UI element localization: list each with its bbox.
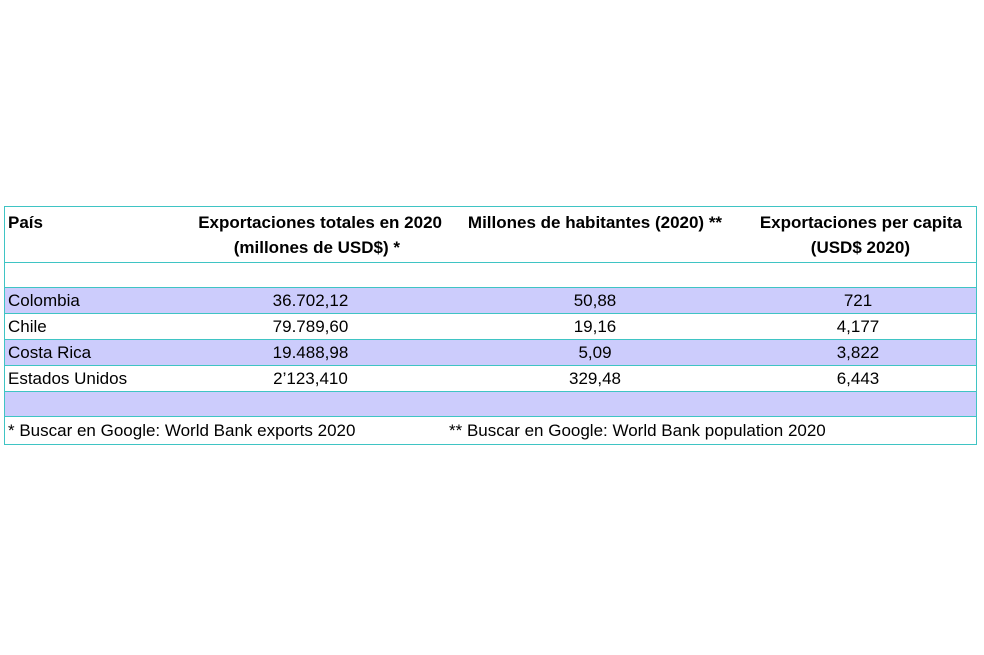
table-row: Estados Unidos 2’123,410 329,48 6,443 (5, 366, 976, 392)
cell-percapita: 3,822 (836, 343, 880, 362)
header-exports-line2: (millones de USD$) * (233, 238, 400, 257)
header-exports-line1: Exportaciones totales en 2020 (198, 213, 442, 232)
cell-exports: 2’123,410 (273, 369, 348, 388)
table-header-row: País Exportaciones totales en 2020 (mill… (5, 207, 976, 263)
table-spacer-row (5, 392, 976, 417)
header-percapita-line1: Exportaciones per capita (759, 213, 962, 232)
cell-country: Costa Rica (8, 343, 92, 362)
footnote-exports: * Buscar en Google: World Bank exports 2… (8, 421, 356, 440)
header-percapita-line2: (USD$ 2020) (810, 238, 910, 257)
table-row: Colombia 36.702,12 50,88 721 (5, 288, 976, 314)
cell-country: Estados Unidos (8, 369, 128, 388)
table-spacer-row (5, 263, 976, 288)
header-population: Millones de habitantes (2020) ** (467, 213, 723, 232)
cell-population: 50,88 (573, 291, 617, 310)
table-row: Costa Rica 19.488,98 5,09 3,822 (5, 340, 976, 366)
footnote-population: ** Buscar en Google: World Bank populati… (449, 421, 826, 440)
cell-exports: 36.702,12 (272, 291, 349, 310)
cell-percapita: 721 (843, 291, 873, 310)
table-footnote-row: * Buscar en Google: World Bank exports 2… (5, 417, 976, 444)
cell-country: Chile (8, 317, 47, 336)
cell-exports: 79.789,60 (272, 317, 349, 336)
cell-exports: 19.488,98 (272, 343, 349, 362)
header-exports: Exportaciones totales en 2020 (millones … (171, 207, 450, 262)
cell-population: 329,48 (569, 369, 621, 388)
table-row: Chile 79.789,60 19,16 4,177 (5, 314, 976, 340)
cell-population: 19,16 (573, 317, 617, 336)
exports-table: País Exportaciones totales en 2020 (mill… (4, 206, 977, 445)
cell-percapita: 4,177 (836, 317, 880, 336)
cell-population: 5,09 (578, 343, 612, 362)
cell-country: Colombia (8, 291, 80, 310)
header-country: País (8, 213, 43, 232)
header-percapita: Exportaciones per capita (USD$ 2020) (740, 207, 976, 262)
cell-percapita: 6,443 (836, 369, 880, 388)
